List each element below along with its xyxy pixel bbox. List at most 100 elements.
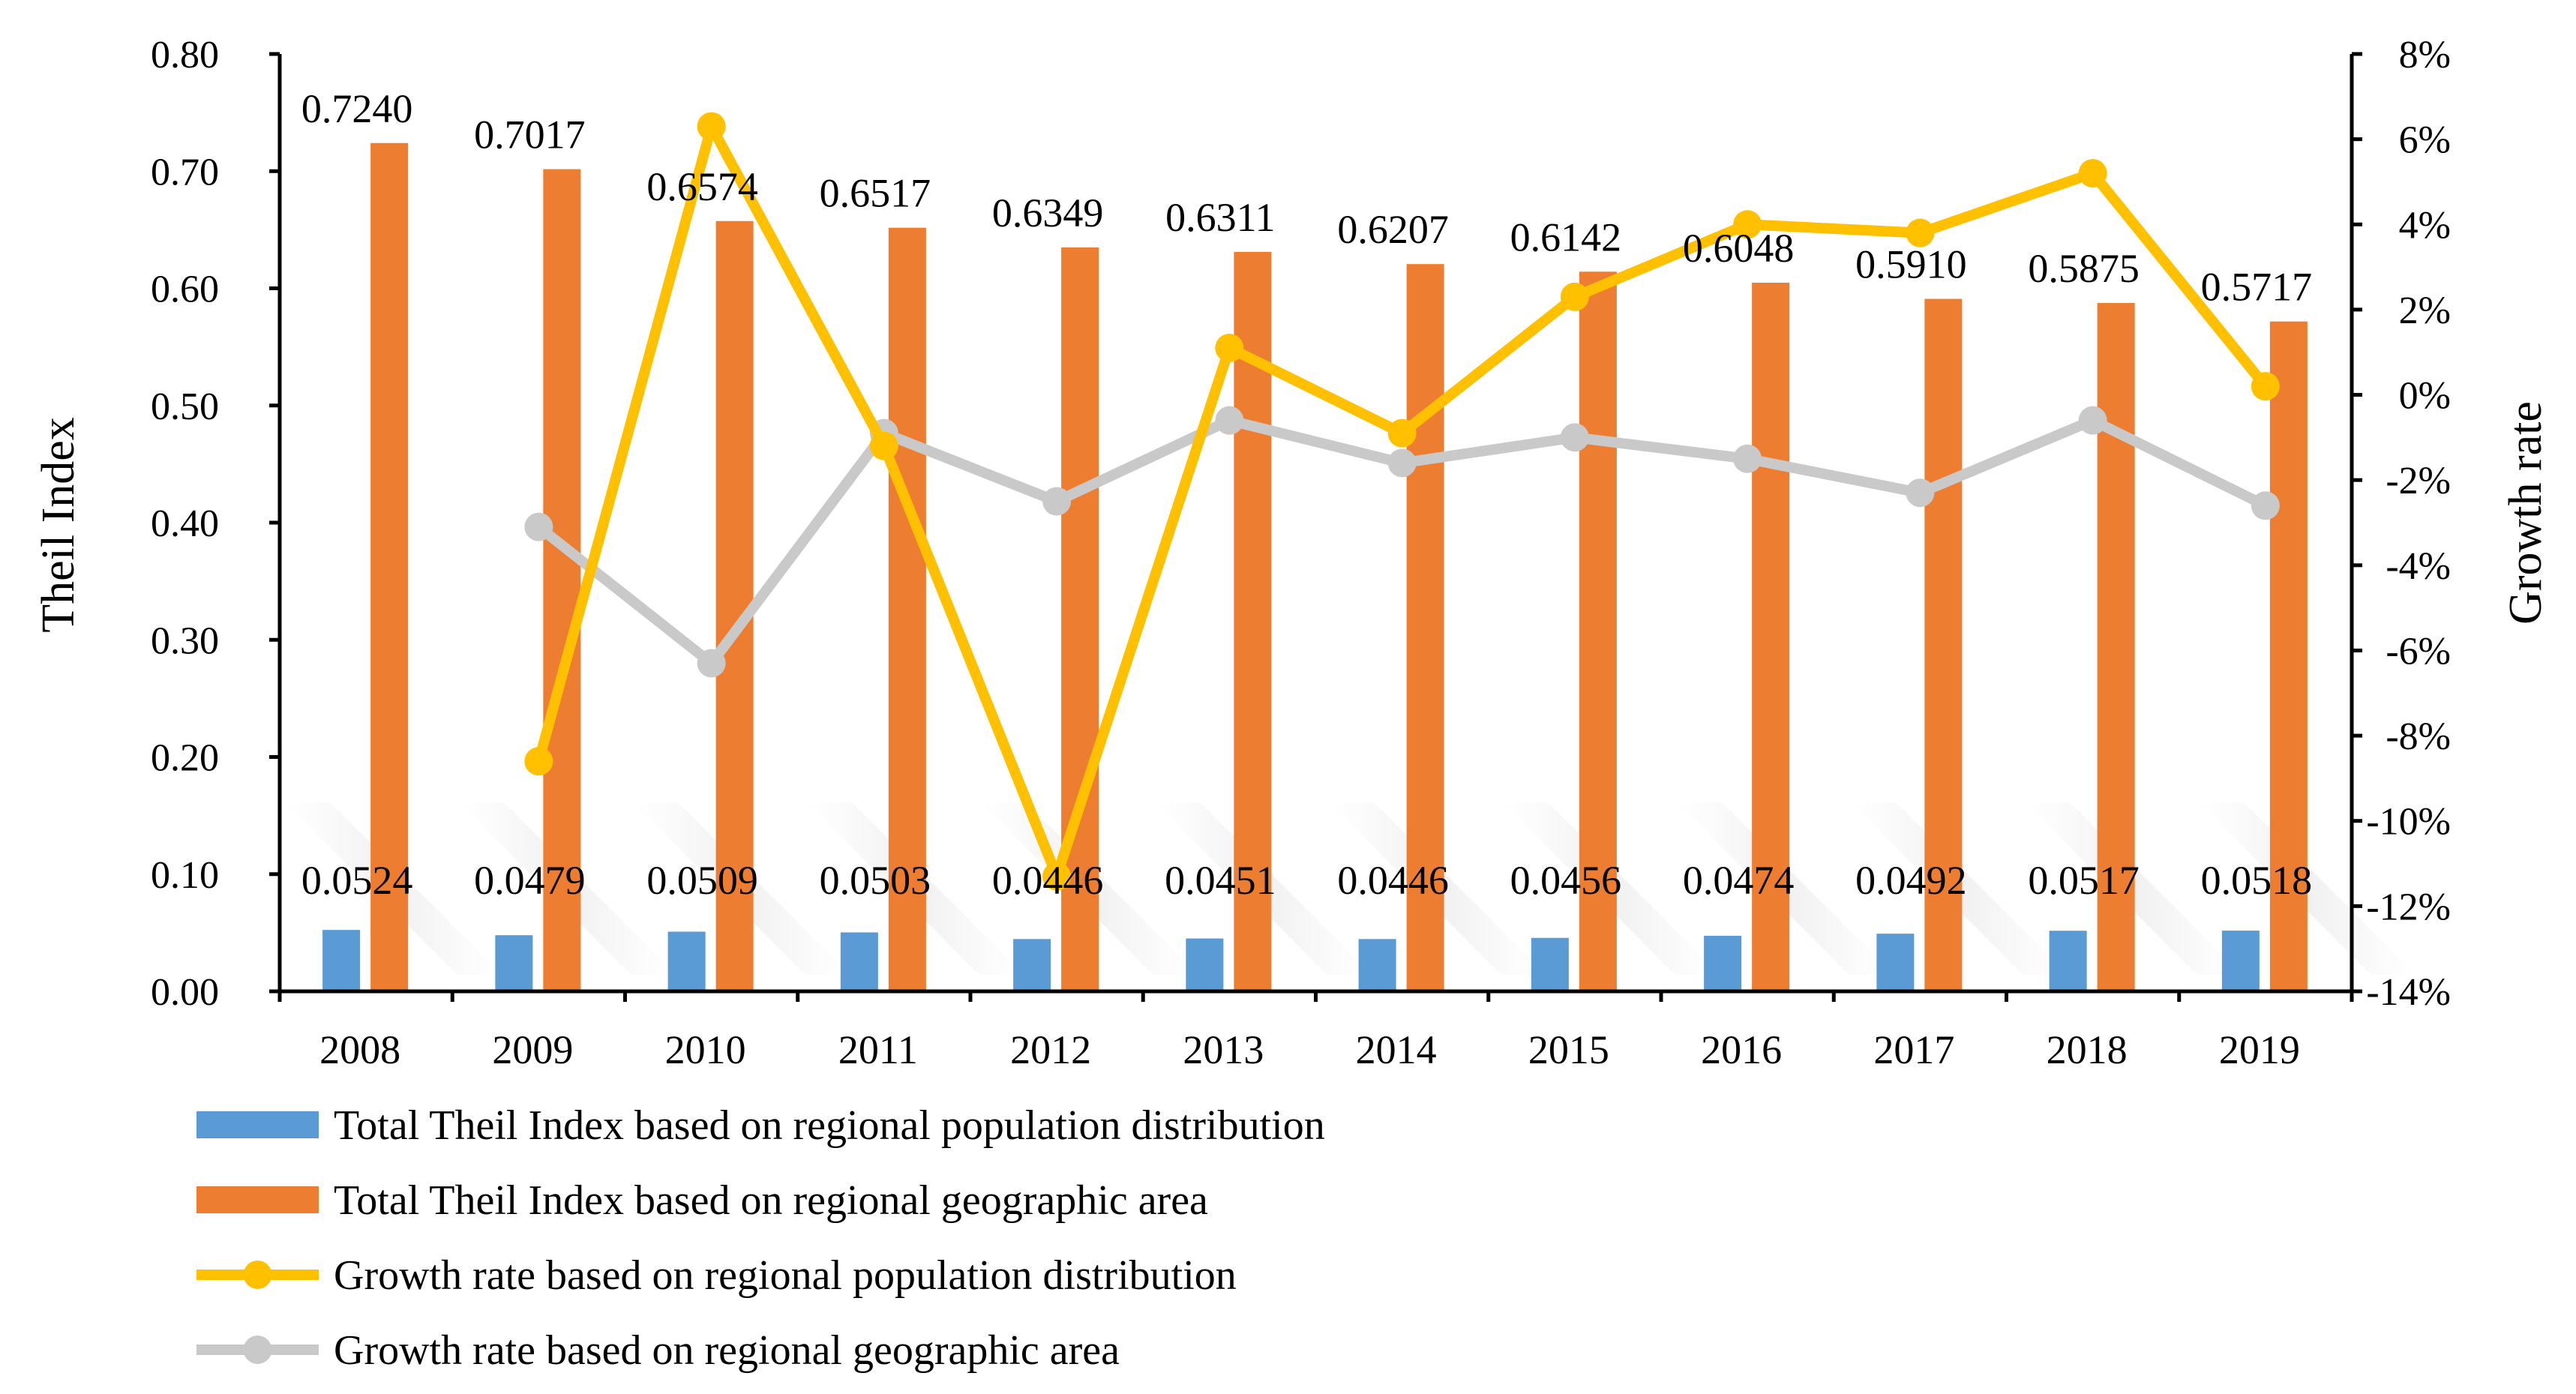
population-theil-bar: [2221, 931, 2260, 991]
population-growth-point: [2251, 372, 2280, 401]
right-tick-label: -8%: [2386, 715, 2451, 758]
right-tick-label: 6%: [2399, 119, 2451, 162]
left-tick-label: 0.40: [151, 502, 219, 545]
legend-label: Total Theil Index based on regional geog…: [334, 1177, 1208, 1224]
population-theil-label: 0.0479: [474, 858, 586, 903]
population-growth-point: [869, 431, 898, 460]
legend-label: Growth rate based on regional geographic…: [334, 1327, 1120, 1374]
population-theil-label: 0.0446: [1337, 858, 1449, 903]
left-tick-label: 0.30: [151, 619, 219, 662]
population-theil-bar: [667, 931, 706, 991]
population-theil-bar: [1704, 935, 1742, 991]
area-theil-bar: [715, 220, 754, 991]
area-growth-point: [697, 649, 726, 678]
x-category-label: 2010: [665, 1027, 746, 1072]
population-growth-point: [1042, 862, 1072, 891]
area-growth-point: [2078, 406, 2107, 435]
left-axis-ticks: 0.00 0.10 0.20 0.30 0.40 0.50 0.60 0.70 0.80: [151, 34, 280, 1014]
population-theil-bar: [1358, 939, 1396, 991]
right-tick-label: -14%: [2366, 971, 2451, 1014]
left-tick-label: 0.00: [151, 971, 219, 1014]
area-growth-point: [1906, 478, 1935, 508]
area-theil-label: 0.6311: [1165, 195, 1276, 240]
area-theil-label: 0.6142: [1510, 214, 1622, 259]
population-theil-bar: [322, 930, 361, 991]
right-tick-label: -2%: [2386, 460, 2451, 502]
right-axis-title: Growth rate: [2500, 401, 2551, 625]
left-tick-label: 0.70: [151, 151, 219, 193]
legend-item: Growth rate based on regional geographic…: [196, 1327, 1120, 1374]
population-growth-point: [2078, 159, 2107, 188]
population-theil-label: 0.0451: [1165, 858, 1276, 903]
x-category-label: 2016: [1701, 1027, 1782, 1072]
legend-label: Total Theil Index based on regional popu…: [334, 1102, 1325, 1149]
legend-item: Total Theil Index based on regional popu…: [196, 1102, 1325, 1149]
area-growth-point: [1733, 444, 1762, 473]
x-category-label: 2019: [2219, 1027, 2300, 1072]
area-theil-bar: [2269, 321, 2308, 991]
x-category-label: 2017: [1873, 1027, 1954, 1072]
population-growth-point: [1560, 282, 1589, 311]
bars-layer: [322, 142, 2308, 991]
x-category-label: 2014: [1356, 1027, 1437, 1072]
legend-label: Growth rate based on regional population…: [334, 1252, 1237, 1299]
right-tick-label: 0%: [2399, 375, 2451, 418]
right-tick-label: -10%: [2366, 801, 2451, 844]
population-theil-label: 0.0518: [2201, 858, 2313, 903]
right-tick-label: 2%: [2399, 289, 2451, 332]
legend-item: Total Theil Index based on regional geog…: [196, 1177, 1208, 1224]
area-theil-bar: [1752, 283, 1790, 991]
right-tick-label: -4%: [2386, 545, 2451, 588]
area-growth-point: [1042, 487, 1072, 516]
legend: Total Theil Index based on regional popu…: [196, 1102, 1325, 1374]
area-growth-point: [1215, 406, 1244, 435]
data-labels-layer: 0.0524 0.7240 0.0479 0.7017 0.0509 0.6574 0.05…: [301, 86, 2312, 903]
right-tick-label: -6%: [2386, 630, 2451, 673]
area-theil-label: 0.6349: [992, 190, 1104, 235]
area-theil-label: 0.7017: [474, 112, 586, 157]
area-theil-bar: [1579, 271, 1617, 991]
x-category-label: 2012: [1010, 1027, 1091, 1072]
population-theil-label: 0.0474: [1683, 858, 1795, 903]
legend-swatch: [196, 1186, 319, 1213]
population-theil-label: 0.0503: [820, 858, 931, 903]
legend-item: Growth rate based on regional population…: [196, 1252, 1237, 1299]
area-growth-point: [524, 512, 553, 541]
population-theil-bar: [2049, 931, 2087, 991]
shadow-streak: [2199, 802, 2416, 975]
population-growth-point: [524, 747, 553, 776]
area-theil-bar: [543, 169, 581, 991]
left-tick-label: 0.60: [151, 268, 219, 311]
left-tick-label: 0.20: [151, 737, 219, 780]
area-theil-label: 0.6048: [1683, 226, 1795, 271]
right-tick-label: 4%: [2399, 204, 2451, 247]
population-growth-point: [1387, 418, 1417, 448]
area-theil-label: 0.6517: [820, 171, 931, 216]
right-tick-label: -12%: [2366, 886, 2451, 928]
x-category-label: 2011: [838, 1027, 918, 1072]
population-growth-point: [1906, 218, 1935, 247]
population-theil-bar: [495, 935, 533, 991]
right-tick-label: 8%: [2399, 34, 2451, 76]
legend-swatch: [196, 1111, 319, 1138]
population-theil-label: 0.0492: [1855, 858, 1967, 903]
area-theil-bar: [888, 227, 926, 991]
area-theil-label: 0.5875: [2028, 246, 2140, 291]
area-theil-label: 0.7240: [301, 86, 413, 131]
left-tick-label: 0.50: [151, 385, 219, 428]
area-theil-label: 0.5910: [1855, 242, 1967, 287]
x-category-label: 2013: [1183, 1027, 1264, 1072]
left-axis-title: Theil Index: [33, 417, 84, 633]
population-growth-point: [1215, 334, 1244, 363]
x-category-label: 2009: [492, 1027, 573, 1072]
population-theil-bar: [1876, 934, 1915, 991]
left-tick-label: 0.80: [151, 34, 219, 76]
population-theil-label: 0.0456: [1510, 858, 1622, 903]
area-theil-label: 0.5717: [2201, 265, 2313, 310]
x-category-label: 2015: [1528, 1027, 1609, 1072]
area-theil-label: 0.6574: [646, 164, 758, 209]
legend-marker: [243, 1261, 272, 1289]
area-growth-point: [1560, 423, 1589, 452]
lines-layer: [524, 112, 2280, 891]
